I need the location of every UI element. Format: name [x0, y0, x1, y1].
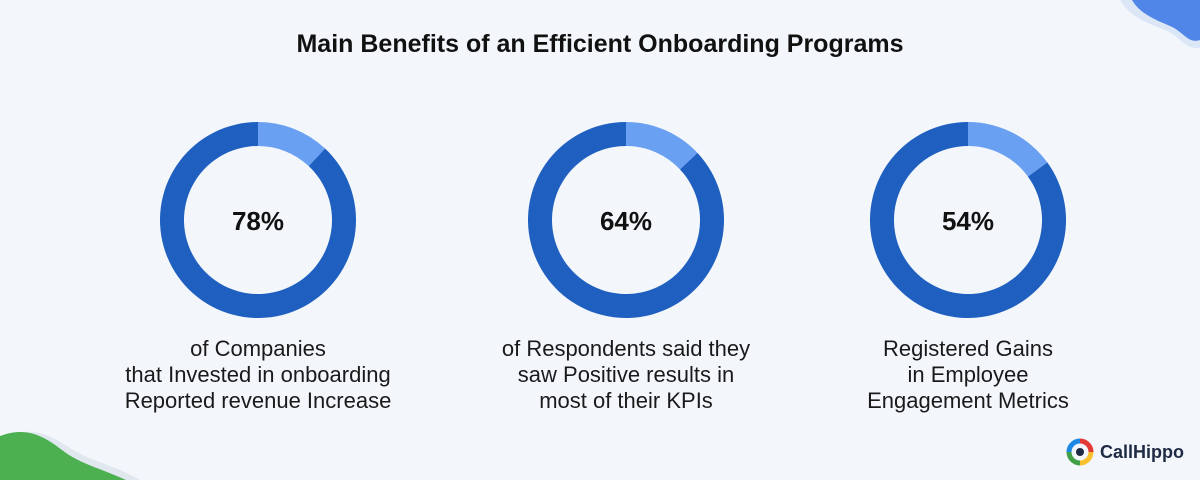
donut-chart — [528, 122, 724, 318]
decorative-blob-bottom-left — [0, 431, 140, 480]
donut-chart — [160, 122, 356, 318]
callhippo-logo-icon — [1066, 438, 1094, 466]
stat-caption: of Companies that Invested in onboarding… — [124, 336, 392, 413]
brand-logo: CallHippo — [1066, 438, 1184, 466]
stat-engagement: 54% Registered Gains in Employee Engagem… — [798, 118, 1138, 414]
stat-value: 64% — [599, 206, 653, 236]
stat-caption: Registered Gains in Employee Engagement … — [867, 336, 1069, 413]
donut-chart — [870, 122, 1066, 318]
stat-value: 54% — [941, 206, 995, 236]
donut-highlight-segment — [258, 122, 326, 167]
stat-value: 78% — [231, 206, 285, 236]
chart-title: Main Benefits of an Efficient Onboarding… — [296, 30, 904, 58]
decorative-blob-top-right — [1120, 0, 1200, 49]
stat-companies: 78% of Companies that Invested in onboar… — [88, 118, 428, 414]
stat-respondents: 64% of Respondents said they saw Positiv… — [456, 118, 796, 414]
stat-caption: of Respondents said they saw Positive re… — [501, 336, 751, 413]
donut-highlight-segment — [968, 122, 1048, 177]
donut-highlight-segment — [626, 122, 698, 170]
brand-name: CallHippo — [1100, 441, 1184, 462]
